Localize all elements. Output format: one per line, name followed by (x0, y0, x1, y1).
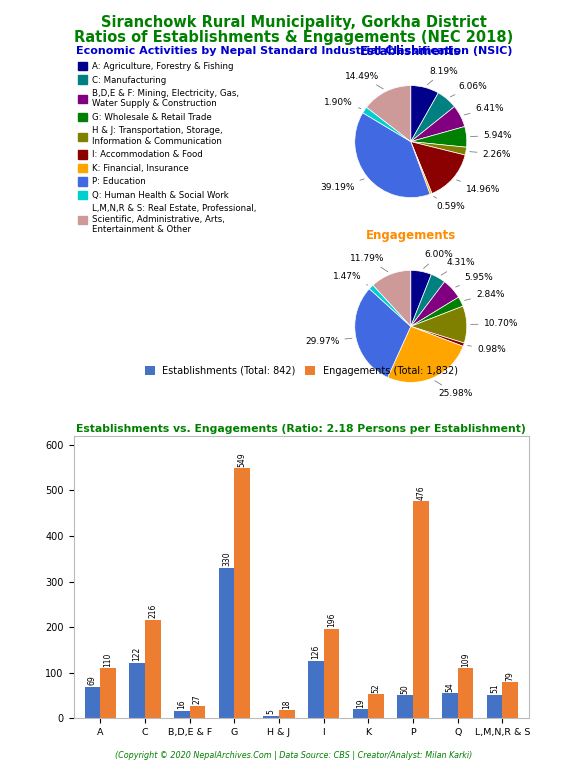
Bar (353, 710, 368, 718)
Text: 0.59%: 0.59% (434, 197, 465, 211)
Bar (85, 687, 101, 718)
Text: 0.98%: 0.98% (467, 345, 506, 354)
Text: 11.79%: 11.79% (350, 254, 387, 272)
Wedge shape (411, 107, 465, 141)
Text: 216: 216 (148, 604, 158, 618)
Wedge shape (411, 141, 466, 155)
Bar (397, 695, 413, 718)
Text: 54: 54 (445, 683, 455, 692)
Text: 19: 19 (356, 698, 365, 708)
Text: Ratios of Establishments & Engagements (NEC 2018): Ratios of Establishments & Engagements (… (74, 30, 514, 45)
Text: 1.90%: 1.90% (324, 98, 361, 108)
Text: 6.00%: 6.00% (423, 250, 453, 269)
Bar (145, 620, 161, 718)
Text: 1.47%: 1.47% (333, 273, 368, 285)
Text: 50: 50 (401, 684, 410, 694)
Bar (174, 711, 190, 718)
Wedge shape (411, 127, 467, 147)
Bar (413, 502, 429, 718)
Text: 476: 476 (416, 485, 425, 500)
Wedge shape (355, 113, 430, 197)
Wedge shape (411, 282, 459, 326)
Bar (235, 468, 250, 718)
Text: 330: 330 (222, 552, 231, 567)
Bar (129, 663, 145, 718)
Text: 27: 27 (193, 695, 202, 704)
Bar (279, 710, 295, 718)
Text: 51: 51 (490, 684, 499, 694)
Wedge shape (411, 141, 465, 194)
Text: 29.97%: 29.97% (305, 336, 352, 346)
Text: 126: 126 (312, 645, 320, 660)
Bar (323, 629, 339, 718)
Text: 2.26%: 2.26% (470, 150, 511, 158)
Wedge shape (411, 270, 432, 326)
Wedge shape (369, 285, 411, 326)
Text: 110: 110 (103, 652, 113, 667)
Title: Establishments: Establishments (360, 45, 462, 58)
Wedge shape (411, 274, 445, 326)
Wedge shape (355, 289, 411, 377)
Text: Economic Activities by Nepal Standard Industrial Classification (NSIC): Economic Activities by Nepal Standard In… (76, 46, 512, 56)
Text: 109: 109 (461, 653, 470, 667)
Wedge shape (411, 297, 463, 326)
Text: 6.06%: 6.06% (450, 81, 487, 97)
Text: 10.70%: 10.70% (470, 319, 518, 329)
Wedge shape (411, 326, 465, 346)
Text: 122: 122 (133, 647, 142, 661)
Text: 18: 18 (282, 699, 291, 709)
Text: 6.41%: 6.41% (465, 104, 504, 115)
Wedge shape (411, 306, 467, 343)
Text: 5.95%: 5.95% (456, 273, 493, 287)
Bar (308, 660, 323, 718)
Text: (Copyright © 2020 NepalArchives.Com | Data Source: CBS | Creator/Analyst: Milan : (Copyright © 2020 NepalArchives.Com | Da… (115, 751, 473, 760)
Text: 5: 5 (267, 710, 276, 714)
Text: 52: 52 (372, 684, 380, 693)
Text: 14.49%: 14.49% (345, 71, 383, 89)
Wedge shape (411, 85, 438, 141)
Text: 69: 69 (88, 676, 97, 685)
Bar (502, 682, 518, 718)
Bar (368, 694, 384, 718)
Bar (487, 695, 502, 718)
Bar (442, 694, 457, 718)
Wedge shape (387, 326, 463, 382)
Legend: A: Agriculture, Forestry & Fishing, C: Manufacturing, B,D,E & F: Mining, Electri: A: Agriculture, Forestry & Fishing, C: M… (78, 62, 256, 234)
Text: 2.84%: 2.84% (465, 290, 505, 300)
Text: 8.19%: 8.19% (427, 67, 458, 84)
Text: 39.19%: 39.19% (320, 179, 364, 193)
Text: 14.96%: 14.96% (457, 180, 500, 194)
Title: Establishments vs. Engagements (Ratio: 2.18 Persons per Establishment): Establishments vs. Engagements (Ratio: 2… (76, 424, 526, 434)
Text: Siranchowk Rural Municipality, Gorkha District: Siranchowk Rural Municipality, Gorkha Di… (101, 15, 487, 31)
Bar (101, 668, 116, 718)
Wedge shape (363, 108, 411, 141)
Legend: Establishments (Total: 842), Engagements (Total: 1,832): Establishments (Total: 842), Engagements… (141, 362, 462, 379)
Title: Engagements: Engagements (366, 230, 456, 243)
Bar (219, 568, 235, 718)
Text: 196: 196 (327, 613, 336, 627)
Bar (263, 716, 279, 718)
Wedge shape (411, 141, 432, 194)
Text: 5.94%: 5.94% (470, 131, 512, 140)
Wedge shape (373, 270, 411, 326)
Bar (457, 668, 473, 718)
Text: 79: 79 (506, 671, 514, 680)
Wedge shape (366, 85, 411, 141)
Text: 25.98%: 25.98% (435, 381, 473, 399)
Wedge shape (411, 93, 455, 141)
Text: 549: 549 (238, 452, 246, 467)
Bar (190, 706, 205, 718)
Text: 16: 16 (178, 700, 186, 710)
Text: 4.31%: 4.31% (441, 259, 475, 275)
